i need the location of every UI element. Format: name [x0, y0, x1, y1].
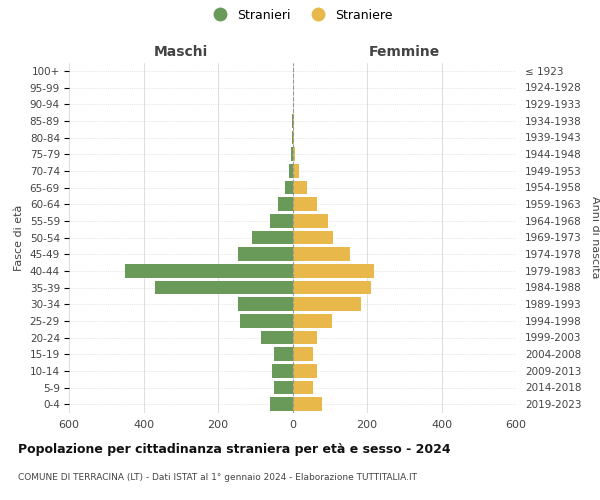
Text: COMUNE DI TERRACINA (LT) - Dati ISTAT al 1° gennaio 2024 - Elaborazione TUTTITAL: COMUNE DI TERRACINA (LT) - Dati ISTAT al…	[18, 472, 417, 482]
Bar	[293, 214, 328, 228]
Bar	[238, 248, 293, 261]
Bar	[293, 364, 317, 378]
Y-axis label: Anni di nascita: Anni di nascita	[590, 196, 600, 278]
Bar	[241, 314, 293, 328]
Bar	[293, 180, 307, 194]
Bar	[274, 348, 293, 361]
Bar	[261, 330, 293, 344]
Bar	[274, 380, 293, 394]
Bar	[293, 130, 295, 144]
Bar	[155, 280, 293, 294]
Bar	[293, 380, 313, 394]
Bar	[272, 364, 293, 378]
Text: Popolazione per cittadinanza straniera per età e sesso - 2024: Popolazione per cittadinanza straniera p…	[18, 442, 451, 456]
Bar	[293, 298, 361, 311]
Bar	[293, 398, 322, 411]
Bar	[293, 198, 317, 211]
Bar	[293, 164, 299, 177]
Bar	[293, 330, 317, 344]
Bar	[238, 298, 293, 311]
Bar	[293, 148, 295, 161]
Bar	[270, 214, 293, 228]
Bar	[290, 148, 293, 161]
Bar	[278, 198, 293, 211]
Bar	[125, 264, 293, 278]
Bar	[251, 230, 293, 244]
Bar	[293, 230, 334, 244]
Text: Maschi: Maschi	[154, 45, 208, 59]
Text: Femmine: Femmine	[368, 45, 440, 59]
Bar	[293, 348, 313, 361]
Bar	[285, 180, 293, 194]
Y-axis label: Fasce di età: Fasce di età	[14, 204, 24, 270]
Bar	[289, 164, 293, 177]
Bar	[292, 130, 293, 144]
Bar	[293, 248, 350, 261]
Legend: Stranieri, Straniere: Stranieri, Straniere	[205, 6, 395, 24]
Bar	[293, 280, 371, 294]
Bar	[293, 264, 374, 278]
Bar	[270, 398, 293, 411]
Bar	[293, 314, 332, 328]
